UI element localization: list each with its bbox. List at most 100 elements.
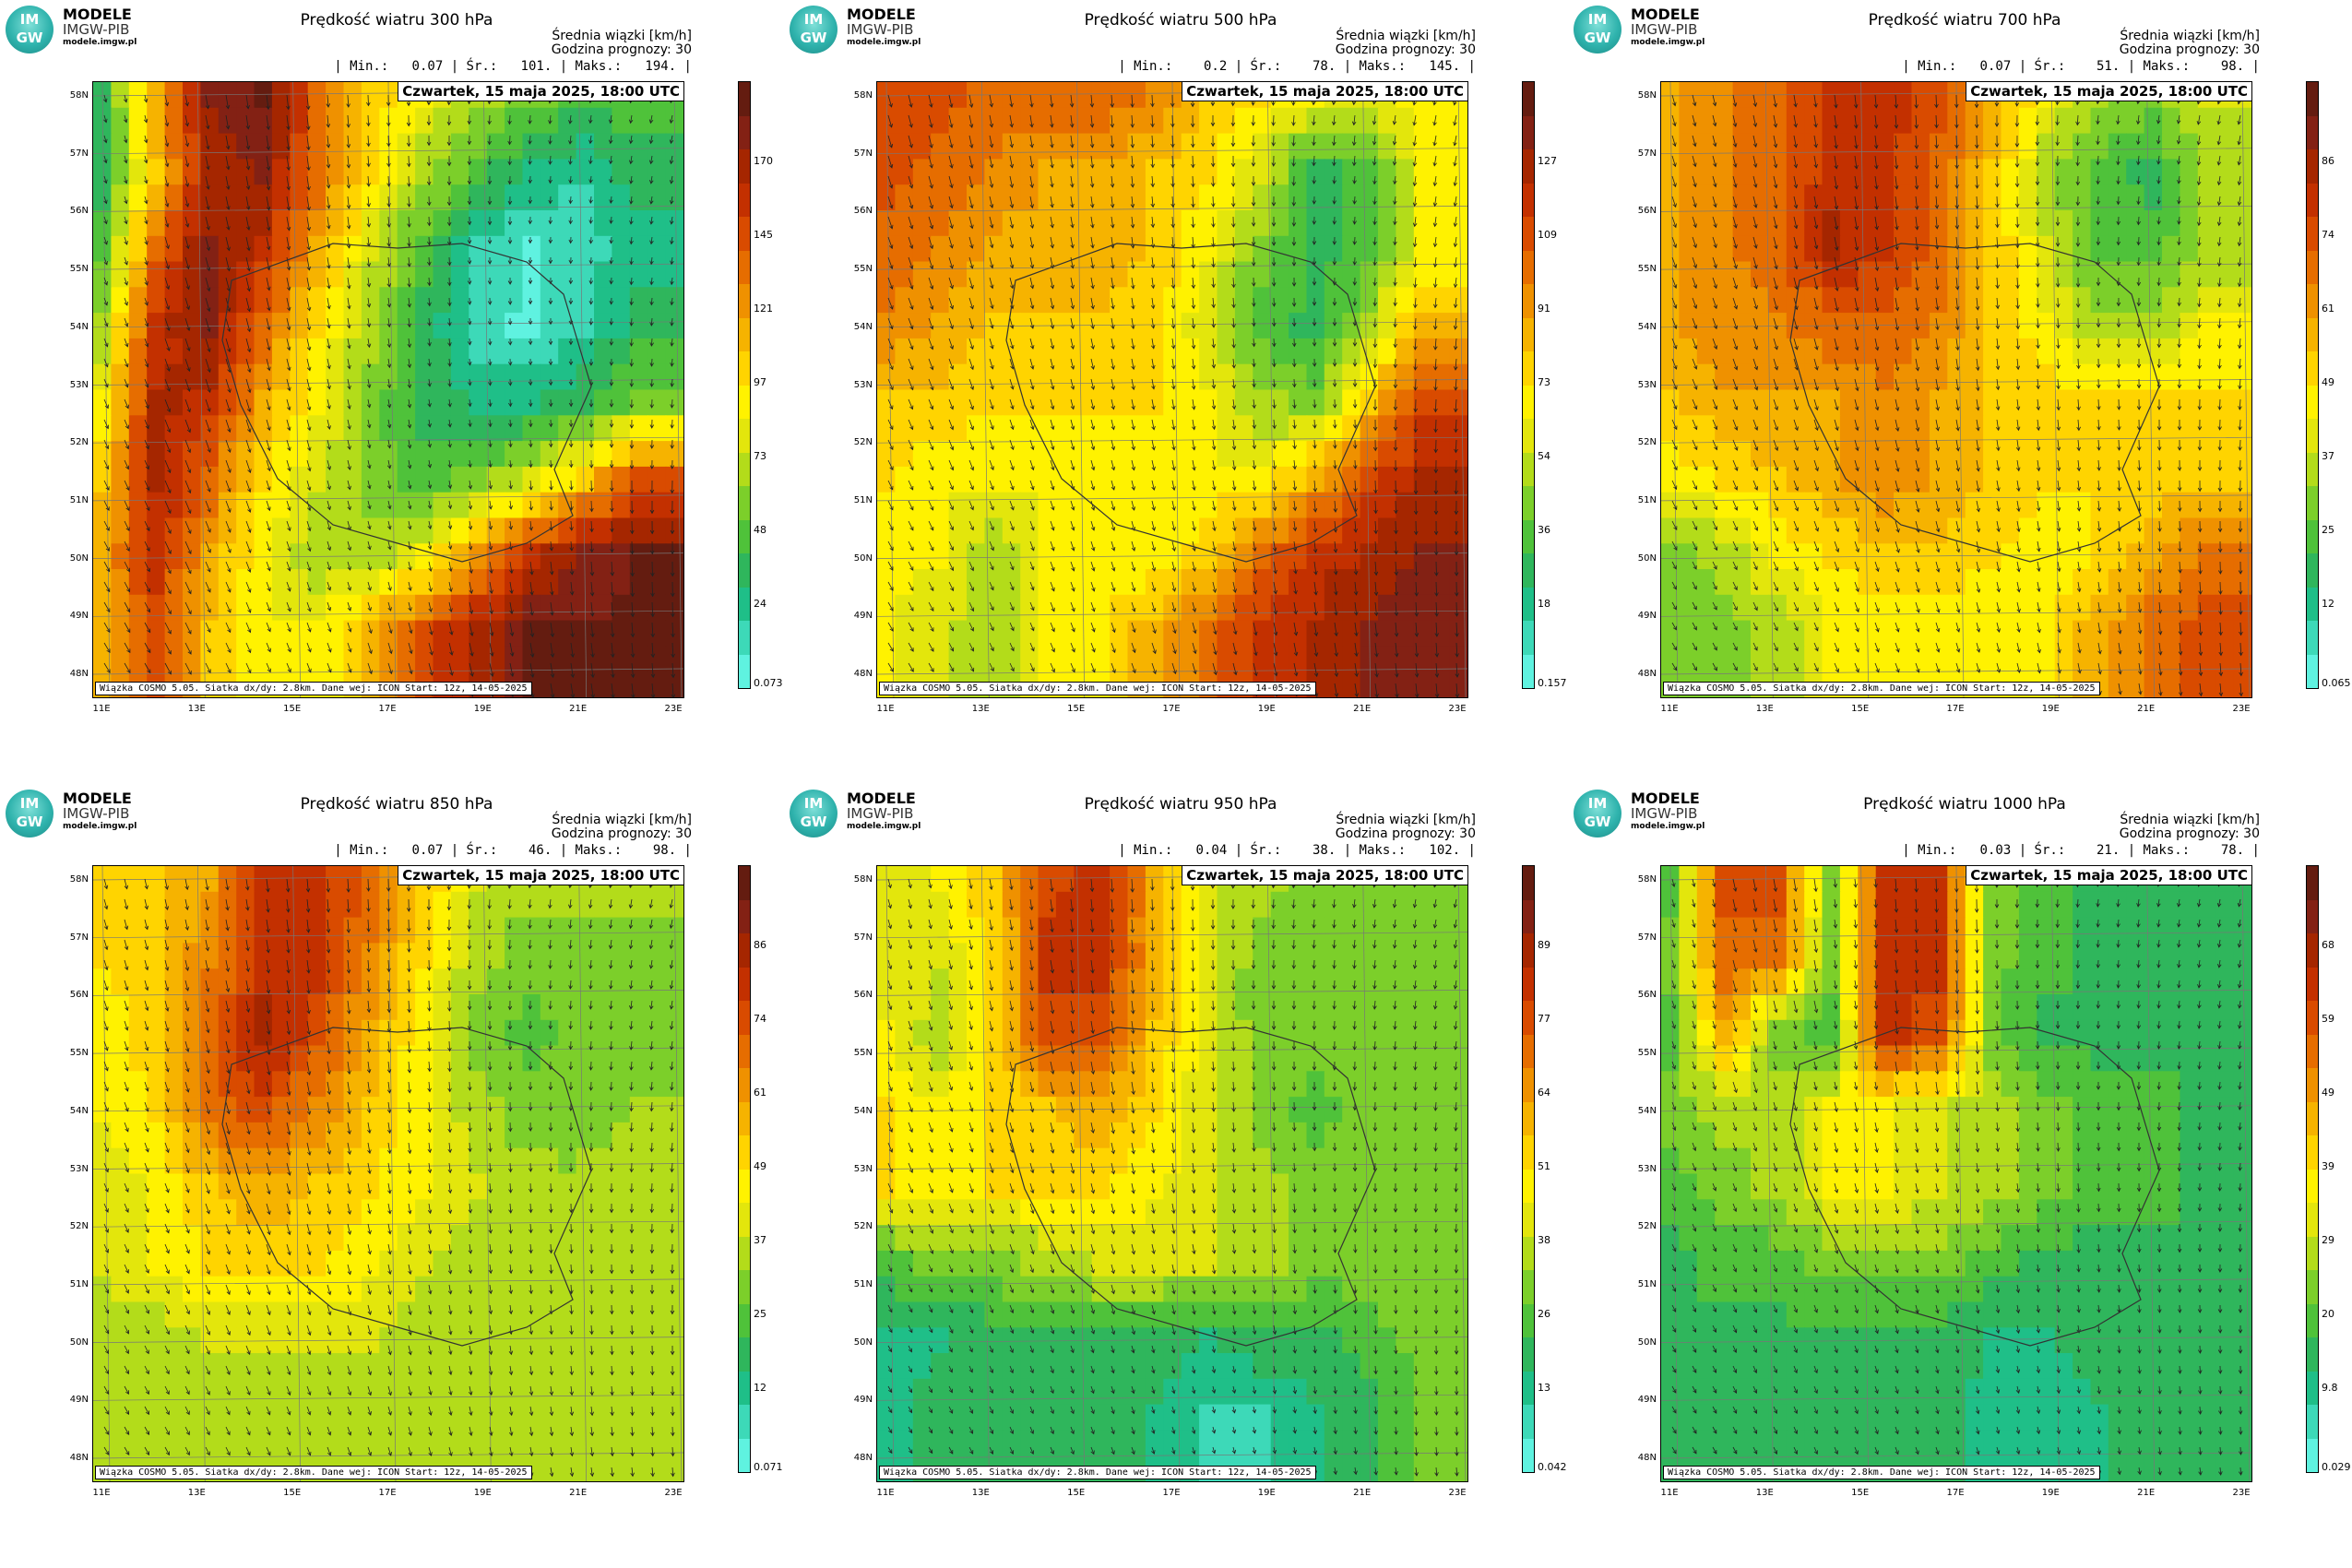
wind-arrow: [2177, 338, 2182, 349]
wind-arrow: [2016, 480, 2021, 493]
wind-speed-cell: [1055, 620, 1075, 647]
wind-arrow: [2117, 439, 2121, 451]
wind-arrow: [266, 317, 271, 331]
wind-arrow: [609, 378, 614, 386]
wind-arrow: [1070, 540, 1075, 552]
wind-arrow: [306, 135, 311, 151]
wind-arrow: [2014, 175, 2020, 188]
wind-arrow: [266, 135, 271, 151]
wind-arrow: [1895, 500, 1900, 513]
wind-arrow: [2136, 338, 2142, 349]
wind-arrow: [306, 662, 312, 673]
wind-arrow: [1151, 561, 1157, 572]
wind-arrow: [1854, 256, 1859, 272]
wind-speed-cell: [594, 261, 613, 289]
wind-arrow: [1752, 419, 1759, 431]
wind-arrow: [507, 338, 513, 346]
wind-arrow: [347, 297, 351, 310]
wind-speed-cell: [629, 389, 648, 417]
wind-speed-cell: [1306, 313, 1325, 339]
wind-speed-cell: [967, 235, 986, 263]
wind-arrow: [245, 358, 252, 374]
wind-arrow: [2197, 297, 2202, 308]
wind-speed-cell: [948, 261, 968, 289]
wind-speed-cell: [1055, 363, 1075, 391]
wind-arrow: [1413, 398, 1418, 413]
wind-speed-cell: [1894, 184, 1913, 211]
wind-speed-cell: [984, 82, 1004, 109]
wind-arrow: [610, 581, 615, 597]
wind-arrow: [948, 256, 954, 269]
longitude-gridline: [1764, 82, 1774, 697]
wind-speed-cell: [1234, 338, 1254, 365]
wind-arrow: [1111, 317, 1115, 330]
wind-speed-cell: [2073, 441, 2092, 468]
wind-speed-cell: [2180, 466, 2199, 493]
wind-arrow: [1732, 480, 1739, 491]
wind-speed-cell: [1145, 569, 1165, 596]
wind-speed-cell: [505, 441, 524, 468]
wind-speed-cell: [1253, 569, 1272, 596]
wind-speed-cell: [1786, 389, 1805, 417]
wind-arrow: [2217, 277, 2222, 288]
wind-arrow: [143, 114, 148, 124]
wind-arrow: [528, 278, 533, 285]
stats-line: | Min.: 0.2 | Śr.: 78. | Maks.: 145. |: [1118, 59, 1476, 74]
wind-arrow: [1996, 500, 2001, 513]
wind-arrow: [447, 500, 453, 510]
colorbar-tick: 91: [1538, 303, 1550, 315]
wind-speed-cell: [1396, 389, 1415, 417]
wind-arrow: [2056, 540, 2061, 552]
wind-speed-cell: [1020, 415, 1039, 442]
wind-arrow: [2055, 114, 2060, 126]
wind-arrow: [164, 581, 172, 595]
wind-arrow: [1009, 338, 1015, 350]
wind-speed-cell: [433, 492, 452, 519]
wind-speed-cell: [1110, 492, 1129, 519]
wind-arrow: [245, 662, 252, 674]
wind-speed-cell: [1091, 287, 1111, 314]
wind-arrow: [1352, 175, 1357, 184]
wind-speed-cell: [469, 235, 488, 263]
wind-speed-cell: [93, 441, 113, 468]
wind-arrow: [1752, 297, 1758, 310]
wind-speed-cell: [183, 543, 202, 570]
wind-arrow: [2056, 520, 2061, 532]
wind-arrow: [2056, 419, 2061, 432]
wind-arrow: [2055, 155, 2061, 167]
wind-speed-cell: [1396, 441, 1415, 468]
wind-speed-cell: [2180, 517, 2199, 545]
wind-arrow: [568, 196, 573, 205]
wind-arrow: [2075, 317, 2081, 329]
wind-arrow: [1070, 378, 1075, 390]
wind-arrow: [2015, 256, 2020, 269]
wind-arrow: [1874, 216, 1879, 231]
wind-arrow: [1433, 338, 1438, 350]
wind-arrow: [306, 439, 312, 452]
wind-arrow: [610, 622, 615, 638]
wind-arrow: [306, 642, 312, 653]
wind-arrow: [408, 662, 413, 675]
wind-arrow: [1170, 216, 1175, 229]
wind-arrow: [611, 662, 615, 679]
wind-speed-cell: [93, 210, 113, 237]
wind-speed-cell: [2054, 313, 2073, 339]
wind-speed-cell: [665, 184, 683, 211]
wind-arrow: [266, 581, 271, 592]
wind-speed-cell: [2197, 235, 2216, 263]
wind-arrow: [1050, 236, 1054, 249]
wind-speed-cell: [1289, 466, 1308, 493]
wind-arrow: [1272, 459, 1277, 470]
wind-speed-cell: [1127, 389, 1146, 417]
wind-speed-cell: [505, 569, 524, 596]
wind-speed-cell: [271, 389, 291, 417]
wind-arrow: [347, 500, 351, 511]
wind-speed-cell: [397, 261, 416, 289]
wind-arrow: [1395, 683, 1399, 697]
wind-speed-cell: [540, 441, 559, 468]
wind-arrow: [908, 135, 913, 148]
wind-speed-cell: [290, 517, 309, 545]
wind-arrow: [1692, 236, 1697, 249]
wind-speed-cell: [576, 338, 595, 365]
wind-speed-cell: [307, 82, 327, 109]
